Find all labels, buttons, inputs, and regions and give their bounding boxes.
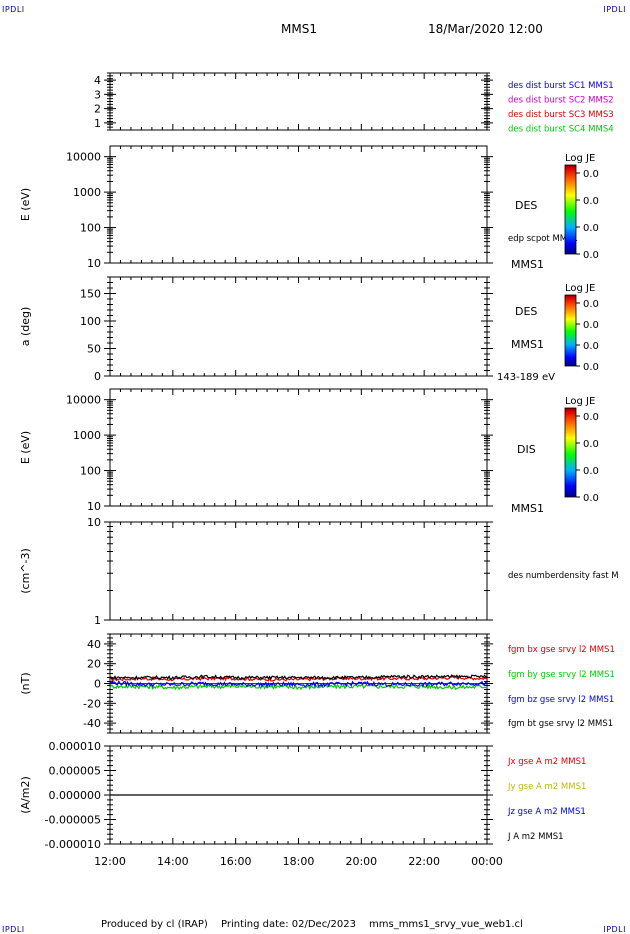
colorbar (564, 164, 577, 255)
spacecraft-label: MMS1 (511, 502, 544, 515)
y-axis-label: (nT) (19, 672, 32, 694)
colorbar-label: Log JE (565, 283, 595, 294)
colorbar (564, 407, 577, 498)
y-tick-label: 100 (80, 465, 101, 478)
corner-label-top-right: IPDLI (603, 5, 626, 14)
x-tick-label: 12:00 (94, 855, 126, 868)
footer-produced-by: Produced by cl (IRAP) (101, 919, 208, 930)
y-tick-label: 10000 (66, 151, 101, 164)
x-tick-label: 14:00 (157, 855, 189, 868)
colorbar (564, 294, 577, 367)
y-tick-label: 0.000010 (49, 740, 102, 753)
bt-series-line (109, 674, 488, 681)
corner-label-bottom-left: IPDLI (2, 925, 25, 934)
x-tick-label: 16:00 (220, 855, 252, 868)
y-tick-label: 3 (94, 88, 101, 101)
corner-label-bottom-right: IPDLI (603, 925, 626, 934)
by-series-line (109, 682, 488, 691)
overlay-label: edp scpot MMS1 (508, 234, 578, 244)
panel-frame-1 (109, 72, 488, 131)
x-tick-label: 22:00 (408, 855, 440, 868)
spacecraft-title: MMS1 (281, 22, 317, 36)
y-tick-label: -40 (83, 717, 101, 730)
y-axis-label: E (eV) (19, 188, 32, 221)
y-tick-label: 10 (87, 500, 101, 513)
legend-b-0: fgm bx gse srvy l2 MMS1 (508, 645, 615, 655)
y-tick-label: 40 (87, 638, 101, 651)
y-tick-label: 1000 (73, 429, 101, 442)
y-axis-label: (A/m2) (19, 776, 32, 814)
x-tick-label: 20:00 (345, 855, 377, 868)
colorbar-tick-label: 0.0 (583, 412, 599, 423)
spacecraft-label: MMS1 (511, 338, 544, 351)
y-tick-label: 10 (87, 257, 101, 270)
legend-j-2: Jz gse A m2 MMS1 (507, 807, 586, 817)
y-tick-label: 0.000000 (49, 789, 102, 802)
y-tick-label: 0 (94, 370, 101, 383)
colorbar-tick-label: 0.0 (583, 439, 599, 450)
colorbar-tick-label: 0.0 (583, 320, 599, 331)
colorbar-label: Log JE (565, 153, 595, 164)
colorbar-tick-label: 0.0 (583, 341, 599, 352)
footer-file: mms_mms1_srvy_vue_web1.cl (369, 919, 523, 930)
y-axis-label: E (eV) (19, 431, 32, 464)
panel-frame-3 (109, 276, 488, 377)
corner-label-top-left: IPDLI (2, 5, 25, 14)
panel-frame-4 (109, 388, 488, 507)
y-tick-label: -0.000010 (45, 838, 101, 851)
species-label: DES (515, 199, 537, 212)
y-tick-label: 1000 (73, 186, 101, 199)
colorbar-tick-label: 0.0 (583, 466, 599, 477)
energy-range-label: 143-189 eV (497, 372, 555, 383)
y-tick-label: 150 (80, 288, 101, 301)
y-tick-label: 0 (94, 678, 101, 691)
y-tick-label: -20 (83, 697, 101, 710)
species-label: DIS (517, 443, 536, 456)
y-tick-label: 0.000005 (49, 765, 102, 778)
colorbar-tick-label: 0.0 (583, 196, 599, 207)
legend-burst-mms3: des dist burst SC3 MMS3 (508, 110, 614, 120)
legend-b-3: fgm bt gse srvy l2 MMS1 (508, 719, 613, 729)
y-tick-label: 4 (94, 74, 101, 87)
colorbar-tick-label: 0.0 (583, 169, 599, 180)
y-axis-label: (cm^-3) (19, 548, 32, 594)
y-tick-label: 100 (80, 315, 101, 328)
colorbar-tick-label: 0.0 (583, 223, 599, 234)
species-label: DES (515, 305, 537, 318)
y-tick-label: 50 (87, 343, 101, 356)
y-tick-label: 2 (94, 103, 101, 116)
y-tick-label: 10000 (66, 394, 101, 407)
colorbar-tick-label: 0.0 (583, 493, 599, 504)
y-tick-label: 20 (87, 658, 101, 671)
legend-j-3: J A m2 MMS1 (507, 832, 564, 842)
panel-frame-2 (109, 145, 488, 264)
y-tick-label: 1 (94, 117, 101, 130)
x-tick-label: 18:00 (283, 855, 315, 868)
legend-j-1: Jy gse A m2 MMS1 (507, 782, 586, 792)
y-axis-label: a (deg) (19, 307, 32, 347)
footer-printing-date: Printing date: 02/Dec/2023 (221, 919, 357, 930)
legend-density: des numberdensity fast M (508, 571, 619, 581)
colorbar-tick-label: 0.0 (583, 250, 599, 261)
colorbar-tick-label: 0.0 (583, 299, 599, 310)
bz-series-line (109, 680, 488, 689)
legend-burst-mms4: des dist burst SC4 MMS4 (508, 125, 614, 135)
datetime-title: 18/Mar/2020 12:00 (428, 22, 543, 36)
y-tick-label: 10 (87, 516, 101, 529)
y-tick-label: -0.000005 (45, 814, 101, 827)
bx-series-line (109, 675, 488, 682)
colorbar-tick-label: 0.0 (583, 362, 599, 373)
legend-j-0: Jx gse A m2 MMS1 (507, 757, 586, 767)
y-tick-label: 1 (94, 614, 101, 627)
legend-b-1: fgm by gse srvy l2 MMS1 (508, 670, 615, 680)
panel-frame-5 (109, 521, 488, 621)
legend-b-2: fgm bz gse srvy l2 MMS1 (508, 695, 614, 705)
x-tick-label: 00:00 (471, 855, 503, 868)
legend-burst-mms1: des dist burst SC1 MMS1 (508, 81, 614, 91)
y-tick-label: 100 (80, 222, 101, 235)
colorbar-label: Log JE (565, 396, 595, 407)
spacecraft-label: MMS1 (511, 258, 544, 271)
legend-burst-mms2: des dist burst SC2 MMS2 (508, 96, 614, 106)
